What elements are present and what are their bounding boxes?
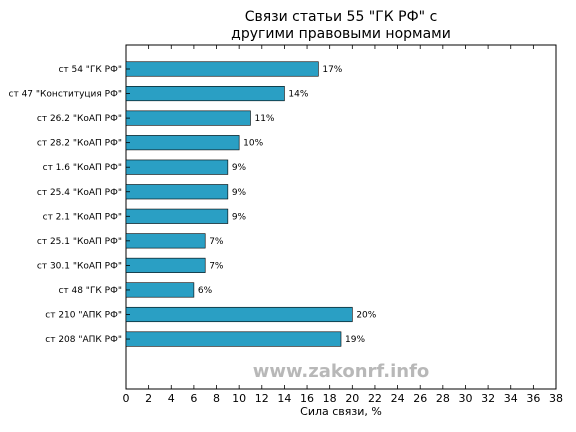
data-label: 7%: [209, 237, 224, 247]
category-label: ст 210 "АПК РФ": [45, 311, 122, 321]
category-label: ст 48 "ГК РФ": [58, 286, 122, 296]
x-tick-label: 16: [300, 392, 314, 405]
x-tick-label: 26: [413, 392, 427, 405]
x-tick-label: 28: [436, 392, 450, 405]
x-axis-label: Сила связи, %: [300, 405, 382, 418]
data-label: 9%: [232, 163, 247, 173]
bar: [125, 233, 206, 249]
category-label: ст 47 "Конституция РФ": [9, 90, 122, 100]
x-tick-label: 18: [323, 392, 337, 405]
x-tick-label: 12: [255, 392, 269, 405]
bar: [125, 159, 229, 175]
data-label: 11%: [254, 114, 274, 124]
data-label: 9%: [232, 188, 247, 198]
bar: [125, 282, 195, 298]
chart-title-line1: Связи статьи 55 "ГК РФ" с: [244, 9, 438, 25]
category-label: ст 25.1 "КоАП РФ": [37, 237, 122, 247]
x-tick-label: 14: [277, 392, 291, 405]
data-label: 9%: [232, 212, 247, 222]
x-tick-label: 0: [123, 392, 130, 405]
x-tick-label: 36: [526, 392, 540, 405]
x-tick-label: 6: [190, 392, 197, 405]
x-tick-label: 38: [549, 392, 563, 405]
data-label: 10%: [243, 139, 263, 149]
x-tick-label: 10: [232, 392, 246, 405]
bar: [125, 306, 353, 323]
data-label: 20%: [356, 311, 376, 321]
data-label: 7%: [209, 261, 224, 271]
x-tick-label: 22: [368, 392, 382, 405]
x-tick-label: 32: [481, 392, 495, 405]
x-tick-label: 20: [345, 392, 359, 405]
category-label: ст 2.1 "КоАП РФ": [43, 212, 122, 222]
bar: [125, 86, 285, 102]
chart-title-line2: другими правовыми нормами: [231, 26, 451, 42]
watermark: www.zakonrf.info: [253, 361, 430, 382]
chart-title: Связи статьи 55 "ГК РФ" с другими правов…: [126, 9, 556, 43]
bar: [125, 184, 229, 200]
category-label: ст 54 "ГК РФ": [58, 65, 122, 75]
bar: [125, 110, 251, 126]
data-label: 6%: [198, 286, 213, 296]
category-label: ст 1.6 "КоАП РФ": [43, 163, 122, 173]
x-tick-label: 2: [145, 392, 152, 405]
category-label: ст 28.2 "КоАП РФ": [37, 139, 122, 149]
x-tick-label: 4: [168, 392, 175, 405]
data-label: 19%: [345, 335, 365, 345]
category-label: ст 208 "АПК РФ": [45, 335, 122, 345]
category-label: ст 30.1 "КоАП РФ": [37, 261, 122, 271]
bar: [125, 208, 229, 224]
data-label: 14%: [288, 90, 308, 100]
category-label: ст 25.4 "КоАП РФ": [37, 188, 122, 198]
bar: [125, 61, 319, 77]
x-tick-label: 34: [504, 392, 518, 405]
bar: [125, 135, 240, 151]
bar: [125, 331, 342, 347]
x-tick-label: 24: [391, 392, 405, 405]
category-label: ст 26.2 "КоАП РФ": [37, 114, 122, 124]
bar: [125, 257, 206, 273]
x-tick-label: 8: [213, 392, 220, 405]
data-label: 17%: [322, 65, 342, 75]
x-tick-label: 30: [458, 392, 472, 405]
